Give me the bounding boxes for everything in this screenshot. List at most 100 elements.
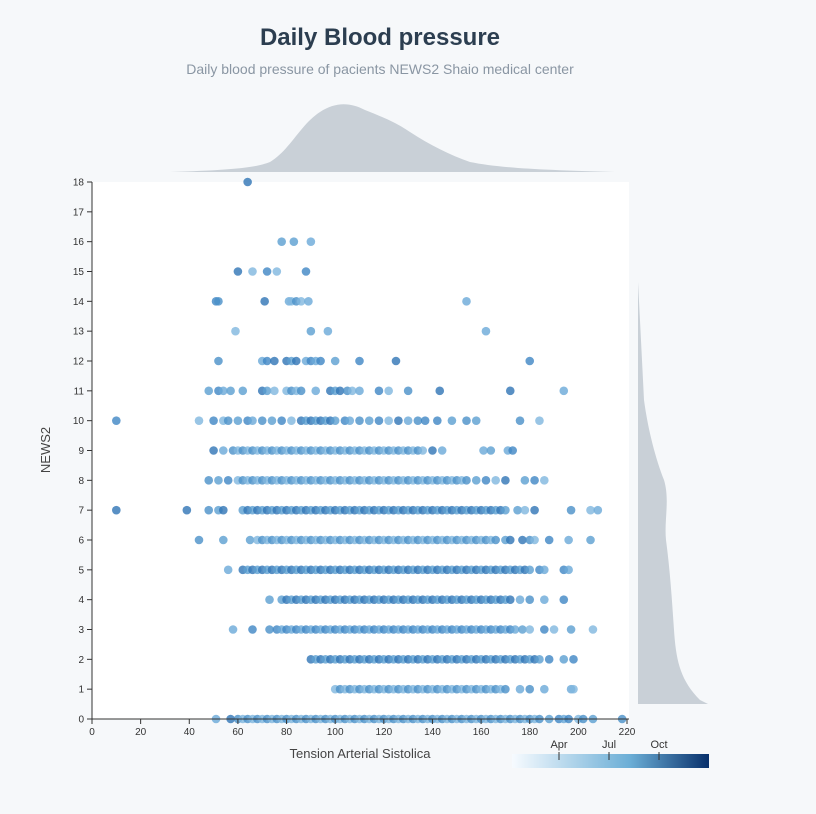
x-tick-label: 180 [521,727,538,738]
data-point [501,505,510,515]
data-point [525,356,535,366]
data-point [559,595,569,604]
data-point [223,416,233,425]
page-subtitle: Daily blood pressure of pacients NEWS2 S… [186,61,574,77]
data-point [330,416,340,425]
data-point [586,535,595,545]
x-tick-label: 160 [473,727,490,738]
data-point [520,505,530,515]
y-tick-label: 11 [74,386,85,397]
data-point [265,625,274,634]
color-legend: Apr Jul Oct [512,739,709,768]
data-point [272,267,282,276]
data-point [204,386,214,396]
data-point [403,386,413,396]
data-point [219,505,228,515]
data-point [214,356,223,366]
data-point [535,416,544,425]
data-point [248,267,257,276]
data-point [214,297,223,306]
data-point [569,655,578,664]
y-tick-label: 12 [73,357,85,368]
y-tick-label: 18 [73,178,85,189]
data-point [540,684,549,694]
data-point [289,237,299,246]
data-point [209,416,218,425]
data-point [306,326,316,336]
data-point [291,356,301,366]
data-point [219,386,228,396]
data-point [530,476,539,485]
y-tick-label: 1 [78,685,84,696]
data-point [301,267,311,276]
data-point [510,625,520,634]
data-point [374,386,384,396]
x-tick-label: 20 [135,727,147,738]
data-point [374,416,384,425]
data-point [559,655,569,664]
data-point [335,386,345,396]
data-point [257,416,267,425]
data-point [248,416,257,425]
data-point [447,416,457,425]
data-point [491,476,500,485]
y-tick-label: 10 [73,416,85,427]
y-tick-label: 9 [78,446,84,457]
data-point [219,535,228,545]
y-axis-label: NEWS2 [38,427,53,473]
data-point [418,446,428,455]
data-point [505,386,515,396]
data-point [413,416,423,425]
data-point [588,625,598,634]
y-tick-label: 14 [73,297,85,308]
color-legend-bar [512,754,709,768]
data-point [355,356,364,366]
data-point [515,595,525,604]
data-point [306,237,316,246]
data-point [223,476,233,485]
data-point [491,535,500,545]
data-point [219,446,228,455]
data-point [593,505,603,515]
data-point [233,416,243,425]
y-tick-label: 6 [78,536,84,547]
y-tick-label: 13 [73,327,85,338]
data-point [345,416,355,425]
data-point [486,446,496,455]
data-point [471,416,481,425]
data-point [330,356,340,366]
data-point [420,416,430,425]
y-tick-label: 4 [78,595,84,606]
data-point [277,416,286,425]
data-point [287,416,296,425]
y-tick-label: 2 [78,655,84,666]
data-points [112,177,627,724]
data-point [228,625,238,634]
data-point [384,386,393,396]
data-point [262,356,272,366]
data-point [265,595,274,604]
x-tick-label: 120 [375,727,392,738]
data-point [267,416,277,425]
data-point [316,356,325,366]
data-point [214,476,223,485]
data-point [566,625,576,634]
data-point [479,446,488,455]
data-point [540,595,549,604]
data-point [262,386,272,396]
x-tick-label: 0 [89,727,95,738]
data-point [403,416,413,425]
data-point [559,386,569,396]
x-tick-label: 80 [281,727,293,738]
data-point [508,446,518,455]
data-point [540,476,549,485]
data-point [182,505,192,515]
data-point [355,386,364,396]
data-point [364,416,374,425]
data-point [248,625,257,634]
data-point [296,386,306,396]
x-axis-label: Tension Arterial Sistolica [290,746,432,761]
data-point [525,625,535,634]
data-point [233,267,243,276]
